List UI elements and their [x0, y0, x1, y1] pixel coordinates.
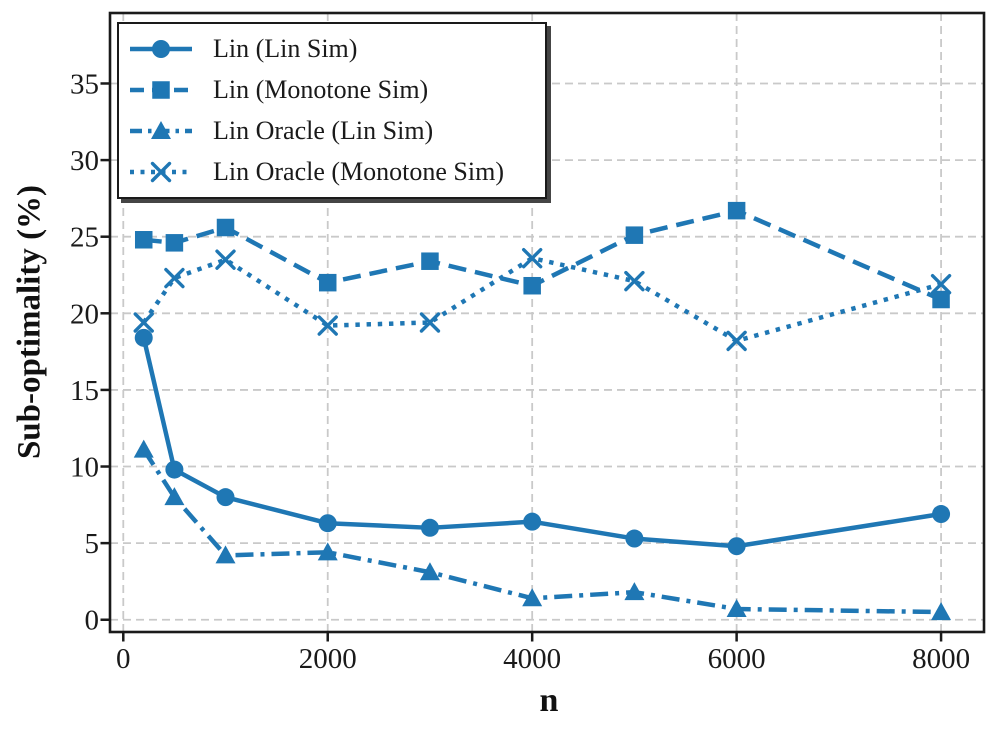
triangle-marker [522, 588, 543, 607]
square-marker [165, 234, 184, 252]
x-tick-label: 6000 [708, 643, 766, 675]
legend-x-marker-icon [150, 162, 172, 183]
triangle-marker [624, 582, 645, 601]
x-marker [215, 249, 236, 270]
x-marker [164, 267, 185, 289]
triangle-marker [133, 439, 154, 458]
triangle-marker [419, 562, 440, 581]
series-3 [133, 247, 952, 352]
series-0 [134, 328, 951, 556]
square-marker [523, 276, 541, 295]
legend-circle-marker-icon [152, 39, 170, 58]
square-marker [625, 226, 644, 244]
square-marker [932, 290, 950, 309]
legend-label: Lin Oracle (Monotone Sim) [213, 157, 504, 187]
series-line-0 [141, 337, 942, 549]
circle-marker [318, 514, 337, 533]
triangle-marker [726, 599, 747, 618]
legend-item-0: Lin (Lin Sim) [129, 29, 537, 69]
square-marker [134, 231, 153, 249]
y-tick-label: 10 [70, 452, 99, 484]
plot-border [108, 11, 986, 634]
x-marker [930, 273, 952, 295]
triangle-marker [931, 602, 952, 621]
x-tick-label: 4000 [503, 643, 561, 675]
circle-marker [420, 518, 439, 537]
circle-marker [625, 529, 644, 548]
x-axis-label: n [539, 682, 559, 719]
x-marker [419, 312, 441, 333]
y-tick-label: 30 [70, 145, 99, 177]
legend-label: Lin (Lin Sim) [213, 33, 358, 63]
legend-dotted-line-sample [130, 162, 192, 183]
series-1 [134, 201, 950, 309]
legend-dashed-line-sample [130, 81, 192, 99]
triangle-marker [317, 542, 338, 561]
y-tick-label: 35 [70, 68, 99, 100]
x-tick-label: 8000 [912, 643, 970, 675]
legend-item-1: Lin (Monotone Sim) [129, 70, 537, 110]
y-tick-label: 5 [85, 528, 100, 560]
y-tick-label: 0 [85, 605, 100, 637]
series-line-1 [143, 208, 942, 302]
x-marker [317, 315, 338, 336]
legend-label: Lin Oracle (Lin Sim) [213, 116, 434, 146]
triangle-marker [164, 487, 185, 506]
y-tick-label: 25 [70, 222, 99, 254]
square-marker [421, 252, 439, 270]
circle-marker [216, 488, 235, 507]
x-tick-label: 0 [116, 643, 131, 675]
legend-square-marker-icon [152, 81, 170, 99]
triangle-marker [215, 545, 236, 564]
y-tick-label: 20 [70, 298, 99, 330]
legend-dashdot-line-sample [130, 121, 192, 140]
series-line-3 [141, 255, 942, 344]
circle-marker [134, 328, 153, 347]
square-marker [318, 273, 337, 292]
square-marker [216, 218, 235, 237]
x-marker [624, 270, 645, 292]
circle-marker [523, 512, 542, 531]
legend-item-2: Lin Oracle (Lin Sim) [129, 111, 537, 151]
y-axis-label: Sub-optimality (%) [11, 184, 48, 460]
circle-marker [165, 460, 184, 479]
legend-triangle-marker-icon [151, 121, 171, 140]
y-tick-label: 15 [70, 375, 99, 407]
circle-marker [932, 505, 951, 524]
square-marker [727, 201, 746, 220]
series-2 [133, 439, 952, 621]
circle-marker [727, 537, 746, 556]
legend-solid-line-sample [130, 39, 192, 58]
axes: 0 2000 4000 6000 8000 0 5 10 15 20 25 30 35 [70, 68, 970, 675]
legend: Lin (Lin Sim) Lin (Monotone Sim) Lin Oracl… [117, 22, 547, 199]
legend-item-3: Lin Oracle (Monotone Sim) [129, 152, 537, 192]
x-tick-label: 2000 [299, 643, 357, 675]
legend-label: Lin (Monotone Sim) [213, 74, 429, 104]
x-marker [133, 312, 154, 333]
x-marker [726, 330, 747, 352]
x-marker [521, 247, 543, 269]
